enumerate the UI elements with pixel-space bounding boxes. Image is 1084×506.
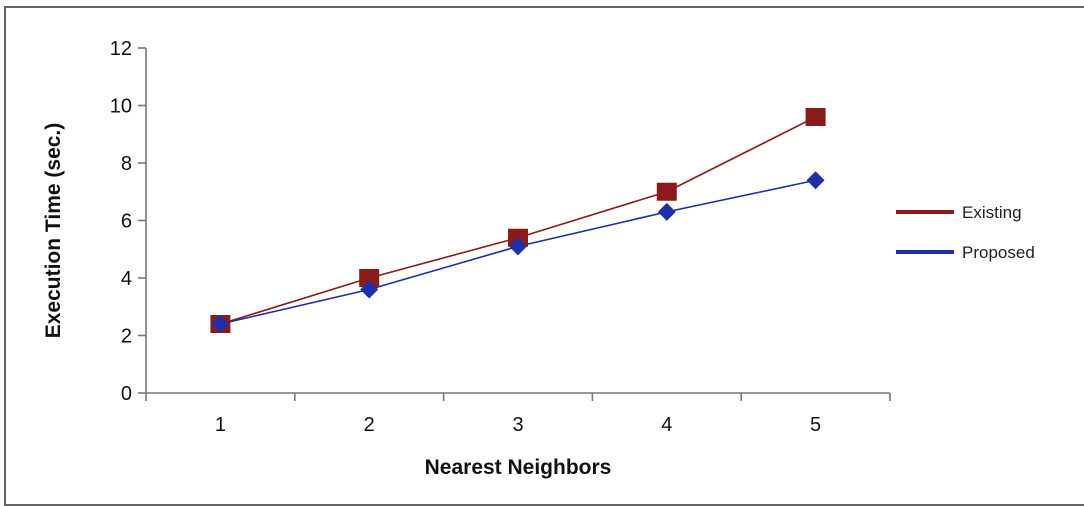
- data-point-existing: [359, 269, 380, 287]
- data-point-existing: [656, 182, 677, 201]
- y-tick-label: 10: [110, 96, 132, 118]
- x-tick-label: 4: [661, 414, 672, 436]
- series-layer: [210, 108, 826, 333]
- data-point-proposed: [806, 171, 825, 190]
- y-tick-label: 6: [121, 211, 132, 233]
- y-tick-label: 0: [121, 383, 132, 405]
- x-tick-label: 3: [512, 414, 523, 436]
- data-point-proposed: [211, 315, 230, 333]
- data-point-existing: [805, 108, 826, 126]
- data-point-proposed: [360, 280, 379, 299]
- x-tick-label: 2: [364, 414, 375, 436]
- y-axis-title: Execution Time (sec.): [42, 123, 65, 339]
- y-tick-label: 12: [110, 38, 132, 60]
- data-point-proposed: [509, 237, 527, 256]
- data-point-proposed: [657, 202, 676, 221]
- x-tick-label: 5: [810, 414, 821, 436]
- legend-label-proposed: Proposed: [962, 243, 1035, 262]
- y-tick-label: 8: [121, 153, 132, 175]
- y-tick-label: 4: [121, 268, 132, 290]
- series-line-existing: [220, 116, 816, 325]
- x-axis-title: Nearest Neighbors: [425, 456, 612, 479]
- legend-label-existing: Existing: [962, 203, 1022, 222]
- legend: Existing Proposed: [896, 203, 1035, 262]
- x-tick-label: 1: [215, 414, 226, 436]
- y-tick-label: 2: [121, 326, 132, 348]
- chart-frame: [4, 6, 1084, 506]
